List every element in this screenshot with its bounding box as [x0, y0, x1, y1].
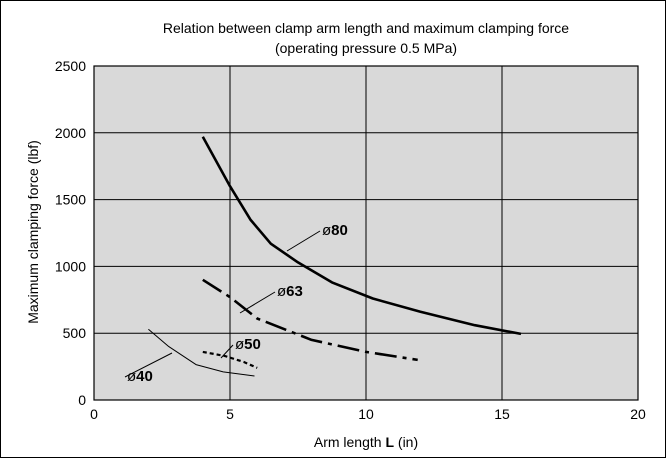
- x-tick-label-3: 15: [494, 406, 510, 422]
- x-axis-label-prefix: Arm length: [314, 434, 386, 450]
- y-tick-label-3: 1500: [55, 192, 86, 208]
- series-line-50: [202, 350, 258, 369]
- y-axis-label: Maximum clamping force (lbf): [25, 140, 41, 324]
- series-label-40: ø40: [127, 368, 153, 385]
- series-line-80: [201, 136, 522, 336]
- tick-labels: 0 5 10 15 20 0 500 1000 1500 2000 2500: [55, 58, 646, 422]
- y-tick-label-1: 500: [63, 325, 87, 341]
- series-label-leader-63: [239, 291, 276, 314]
- x-tick-label-0: 0: [90, 406, 98, 422]
- x-tick-label-4: 20: [630, 406, 646, 422]
- series-line-63: [202, 278, 418, 362]
- x-axis-label: Arm length L (in): [314, 434, 418, 450]
- series-label-leader-40: [124, 352, 173, 378]
- series-label-50: ø50: [235, 336, 261, 353]
- x-axis-label-bold: L: [385, 434, 394, 450]
- x-axis-label-suffix: (in): [394, 434, 418, 450]
- series-label-leader-50: [220, 344, 234, 359]
- y-tick-label-4: 2000: [55, 125, 86, 141]
- chart-subtitle: (operating pressure 0.5 MPa): [275, 40, 457, 56]
- series-label-63: ø63: [277, 283, 303, 300]
- series-label-leader-80: [286, 230, 321, 252]
- series-layer: ø80 ø63 ø50 ø40: [124, 136, 522, 385]
- chart-title: Relation between clamp arm length and ma…: [163, 20, 569, 36]
- y-tick-label-0: 0: [78, 392, 86, 408]
- y-tick-label-2: 1000: [55, 258, 86, 274]
- plot-area: [93, 65, 639, 401]
- series-label-80: ø80: [322, 222, 348, 239]
- x-tick-label-1: 5: [226, 406, 234, 422]
- y-tick-label-5: 2500: [55, 58, 86, 74]
- x-tick-label-2: 10: [358, 406, 374, 422]
- series-line-40: [148, 328, 255, 377]
